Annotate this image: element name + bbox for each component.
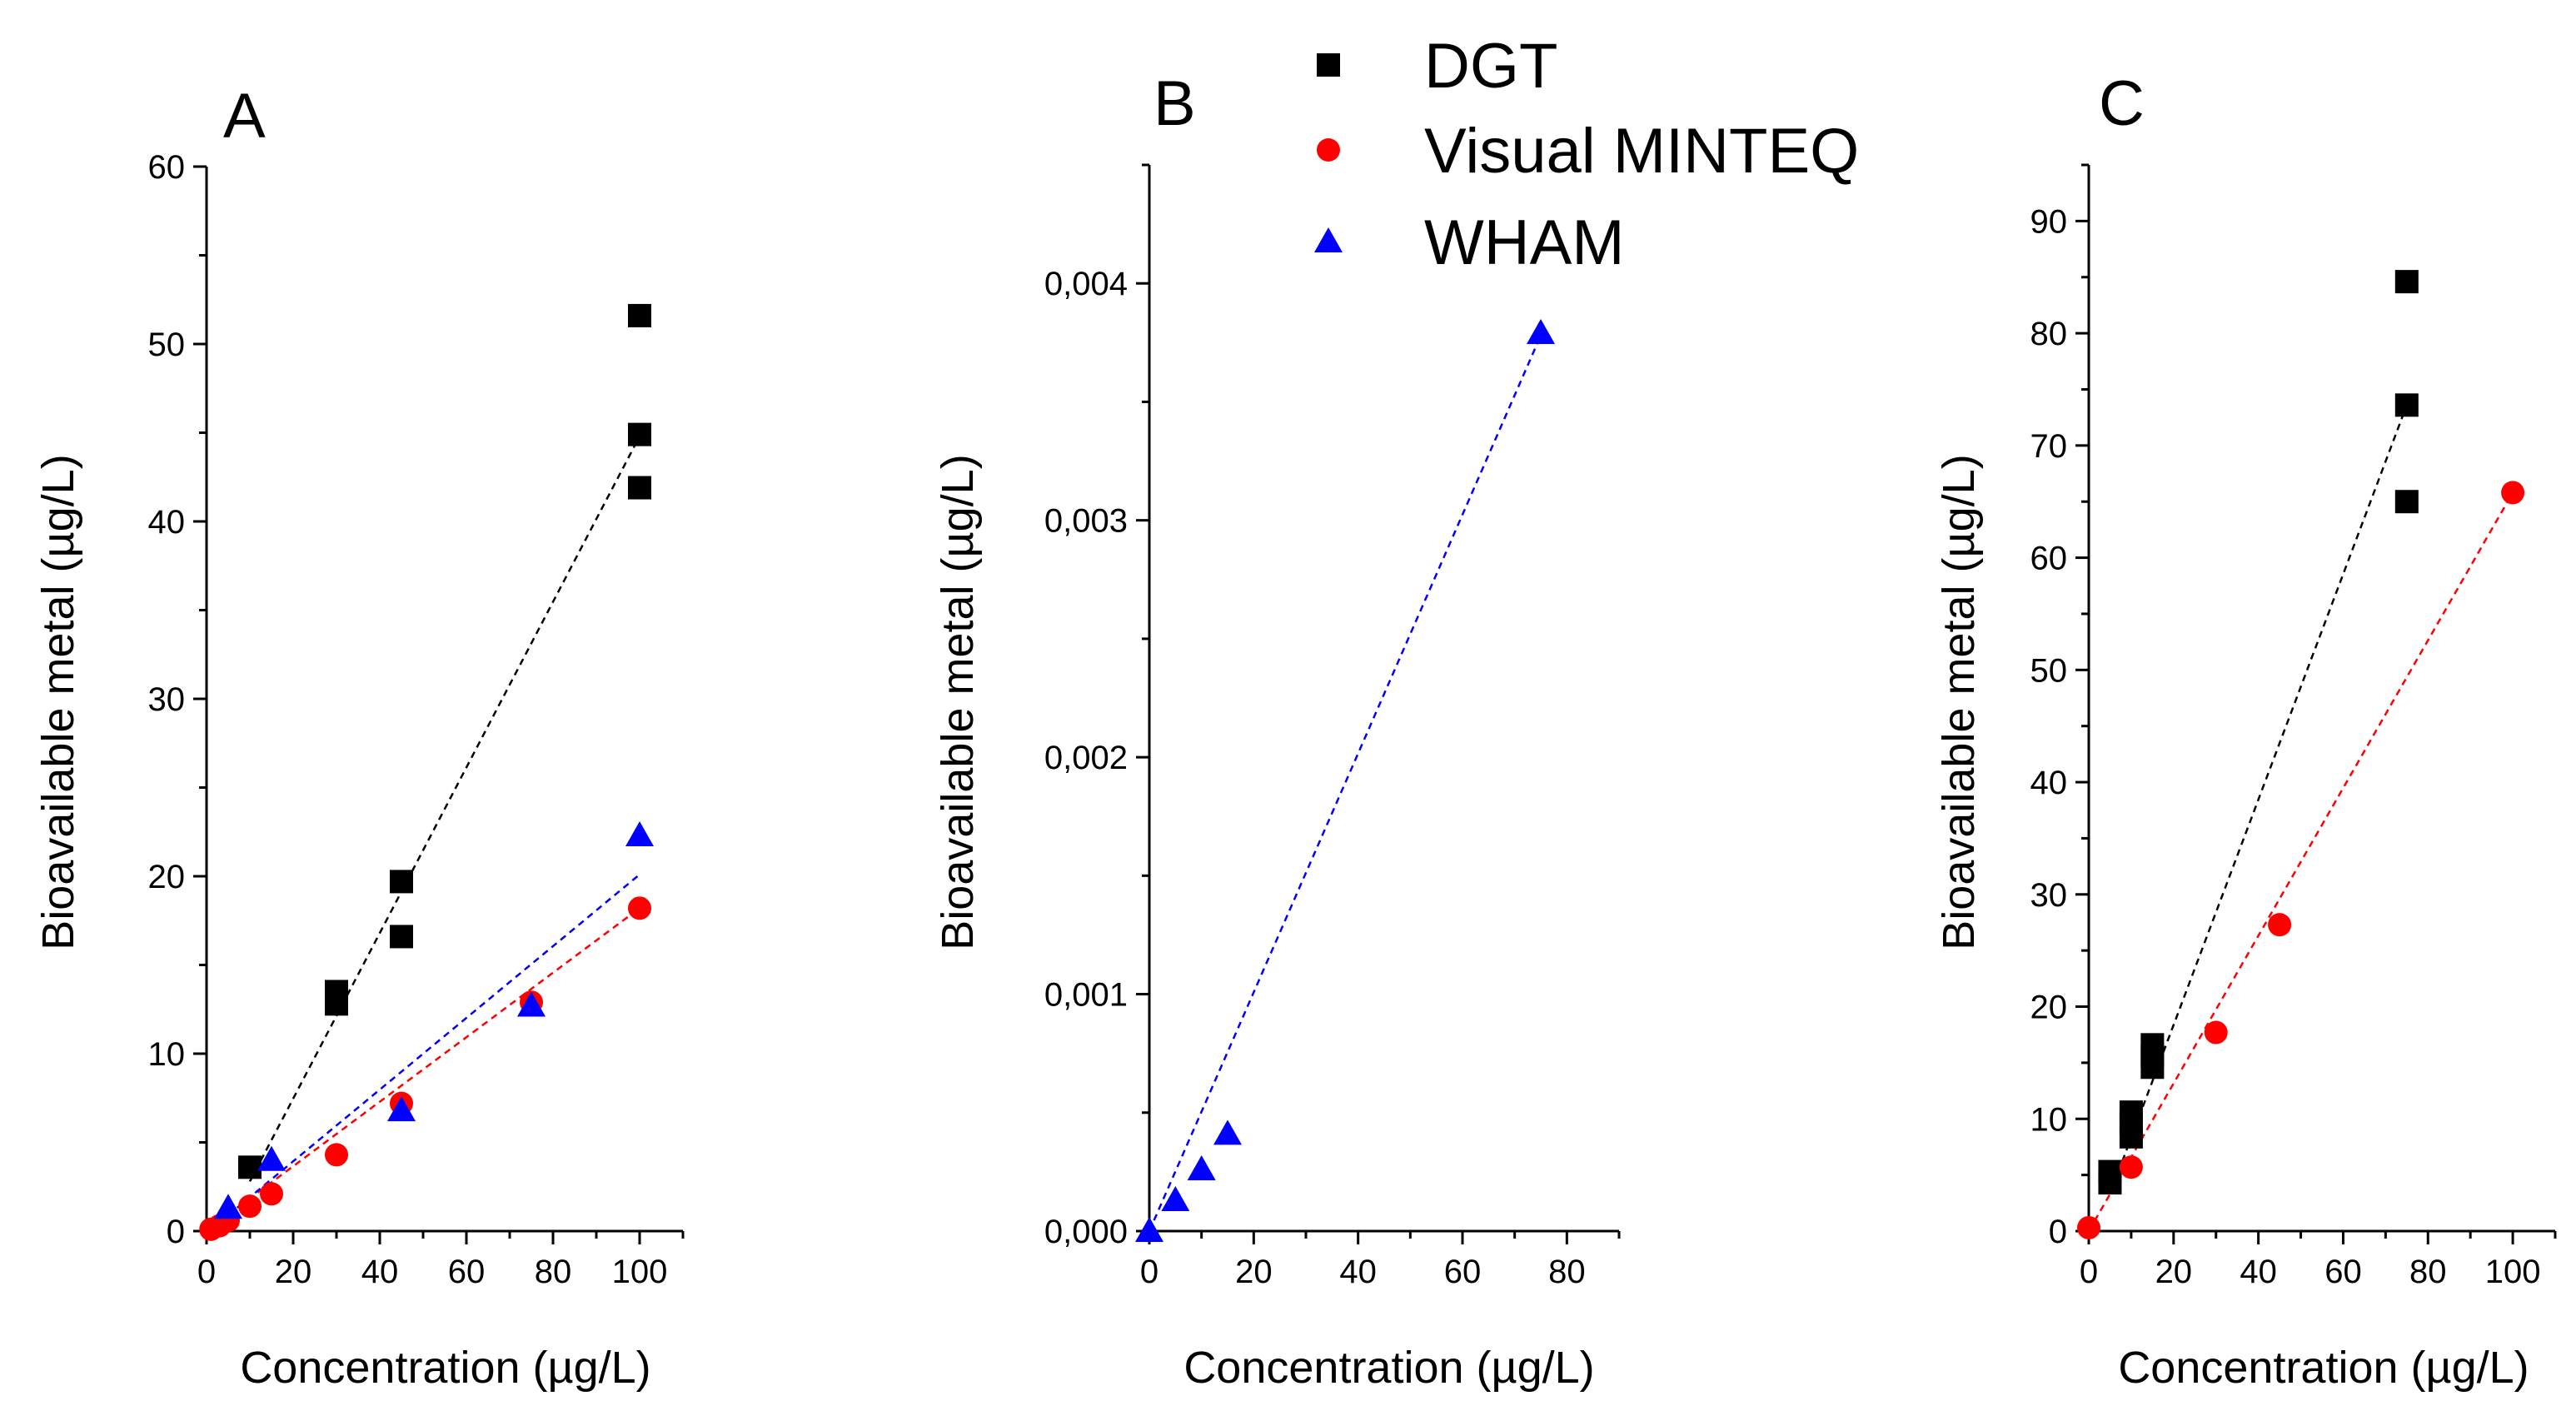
- panel-b-y-tick-label: 0,000: [1044, 1214, 1128, 1250]
- panel-c-y-tick-label: 10: [2030, 1101, 2068, 1138]
- panel-a-y-axis-title: Bioavailable metal (µg/L): [33, 454, 83, 950]
- panel-c-x-tick-label: 80: [2409, 1254, 2447, 1290]
- legend-dgt-marker: [1317, 53, 1340, 77]
- panel-c-dgt-point: [2394, 490, 2419, 514]
- panel-a-dgt-point: [628, 422, 651, 446]
- panel-a-y-tick-label: 30: [148, 681, 186, 718]
- panel-b-wham-point: [1187, 1155, 1216, 1181]
- panel-b-x-tick-label: 40: [1339, 1254, 1377, 1290]
- panel-a-wham-point: [387, 1096, 416, 1122]
- panel-a-x-tick-label: 20: [275, 1254, 312, 1290]
- panel-c-visual-minteq-point: [2501, 481, 2525, 505]
- panel-a-dgt-point: [628, 303, 651, 327]
- panel-c-dgt-point: [2394, 270, 2419, 294]
- panel-c-dgt-point: [2140, 1033, 2165, 1057]
- panel-a-visual-minteq-point: [238, 1194, 262, 1219]
- panel-b-x-axis-title: Concentration (µg/L): [1183, 1343, 1594, 1393]
- panel-c-y-tick-label: 40: [2030, 765, 2068, 801]
- panel-b-wham-point: [1161, 1186, 1190, 1212]
- panel-a-dgt-point: [390, 925, 413, 949]
- panel-a-x-tick-label: 100: [612, 1254, 668, 1290]
- panel-a-y-tick-label: 50: [148, 327, 186, 363]
- panel-c-y-tick-label: 20: [2030, 990, 2068, 1026]
- panel-c-dgt-point: [2098, 1159, 2122, 1184]
- panel-a-y-tick-label: 40: [148, 504, 186, 541]
- panel-a-x-tick-label: 80: [535, 1254, 572, 1290]
- panel-a-y-tick-label: 60: [148, 149, 186, 186]
- legend-wham-label: WHAM: [1424, 207, 1625, 278]
- panel-c: 0 20 40 60 80 100 0 10 20 30 40 50 60 70 80 90 Concentra…: [1934, 68, 2557, 1393]
- panel-c-x-tick-label: 60: [2324, 1254, 2362, 1290]
- panel-c-visual-minteq-point: [2268, 913, 2292, 937]
- legend: DGT Visual MINTEQ WHAM: [1314, 31, 1859, 278]
- panel-a-dgt-point: [628, 476, 651, 500]
- panel-a-x-axis-title: Concentration (µg/L): [240, 1343, 650, 1393]
- panel-c-label: C: [2099, 68, 2145, 139]
- panel-b-y-tick-label: 0,003: [1044, 503, 1128, 540]
- panel-c-x-tick-label: 100: [2485, 1254, 2541, 1290]
- panel-c-y-tick-label: 30: [2030, 877, 2068, 914]
- panel-c-y-axis-title: Bioavailable metal (µg/L): [1934, 454, 1984, 950]
- panel-c-dgt-point: [2119, 1100, 2143, 1124]
- panel-c-x-tick-label: 40: [2240, 1254, 2277, 1290]
- panel-b-wham-point: [1213, 1119, 1242, 1145]
- legend-dgt-label: DGT: [1424, 31, 1557, 102]
- panel-b-y-tick-label: 0,004: [1044, 266, 1128, 302]
- panel-a: 0 20 40 60 80 100 0 10 20 30 40 50 60 Concentration (…: [33, 81, 685, 1393]
- panel-b-y-axis-title: Bioavailable metal (µg/L): [933, 454, 983, 950]
- panel-a-x-tick-label: 0: [197, 1254, 216, 1290]
- panel-b-wham-point: [1527, 318, 1555, 344]
- panel-a-x-tick-label: 60: [448, 1254, 486, 1290]
- panel-a-wham-point: [517, 991, 546, 1017]
- panel-a-dgt-point: [325, 980, 348, 1004]
- legend-visual-minteq-label: Visual MINTEQ: [1424, 116, 1859, 187]
- panel-c-x-axis-title: Concentration (µg/L): [2118, 1343, 2529, 1393]
- panel-a-y-tick-label: 10: [148, 1036, 186, 1073]
- panel-a-label: A: [223, 81, 266, 152]
- panel-c-y-tick-label: 90: [2030, 203, 2068, 240]
- panel-c-y-tick-label: 50: [2030, 652, 2068, 689]
- panel-a-x-tick-label: 40: [361, 1254, 399, 1290]
- panel-c-y-tick-label: 80: [2030, 316, 2068, 352]
- panel-b-x-tick-label: 60: [1444, 1254, 1482, 1290]
- panel-a-visual-minteq-fit-line: [210, 907, 640, 1229]
- panel-c-x-tick-label: 20: [2155, 1254, 2193, 1290]
- panel-c-x-tick-label: 0: [2080, 1254, 2098, 1290]
- panel-b-x-tick-label: 20: [1235, 1254, 1273, 1290]
- panel-c-visual-minteq-point: [2204, 1020, 2228, 1045]
- panel-c-dgt-point: [2394, 393, 2419, 417]
- panel-a-wham-point: [214, 1194, 242, 1219]
- panel-c-visual-minteq-fit-line: [2087, 491, 2514, 1232]
- panel-a-dgt-fit-line: [248, 436, 641, 1182]
- panel-c-visual-minteq-point: [2077, 1215, 2100, 1239]
- panel-a-y-tick-label: 20: [148, 859, 186, 895]
- panel-b-wham-point: [1135, 1217, 1163, 1242]
- panel-b-y-tick-label: 0,002: [1044, 740, 1128, 776]
- panel-a-y-tick-label: 0: [167, 1214, 185, 1250]
- panel-c-y-tick-label: 70: [2030, 428, 2068, 465]
- panel-b: 0 20 40 60 80 0,000 0,001 0,002 0,003 0,004 Concen…: [933, 68, 1621, 1393]
- panel-c-visual-minteq-point: [2119, 1155, 2143, 1179]
- panel-c-y-tick-label: 0: [2049, 1214, 2067, 1250]
- panel-a-wham-point: [257, 1145, 286, 1171]
- panel-a-visual-minteq-point: [260, 1182, 283, 1206]
- panel-a-dgt-point: [390, 870, 413, 894]
- legend-wham-marker: [1314, 227, 1343, 252]
- panel-a-dgt-point: [238, 1155, 262, 1179]
- panel-a-wham-fit-line: [227, 873, 640, 1216]
- panel-a-visual-minteq-point: [325, 1143, 348, 1167]
- panel-b-x-tick-label: 80: [1548, 1254, 1586, 1290]
- panel-a-visual-minteq-point: [628, 896, 651, 920]
- panel-c-y-tick-label: 60: [2030, 541, 2068, 577]
- legend-visual-minteq-marker: [1317, 138, 1340, 162]
- panel-b-wham-fit-line: [1148, 335, 1542, 1232]
- panel-a-wham-point: [625, 821, 654, 847]
- panel-b-x-tick-label: 0: [1140, 1254, 1158, 1290]
- panel-b-label: B: [1153, 68, 1196, 139]
- panel-b-y-tick-label: 0,001: [1044, 977, 1128, 1014]
